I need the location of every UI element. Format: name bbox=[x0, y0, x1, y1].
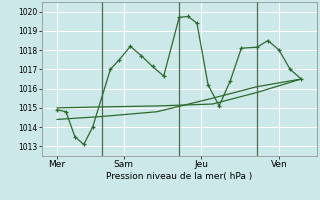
X-axis label: Pression niveau de la mer( hPa ): Pression niveau de la mer( hPa ) bbox=[106, 172, 252, 181]
